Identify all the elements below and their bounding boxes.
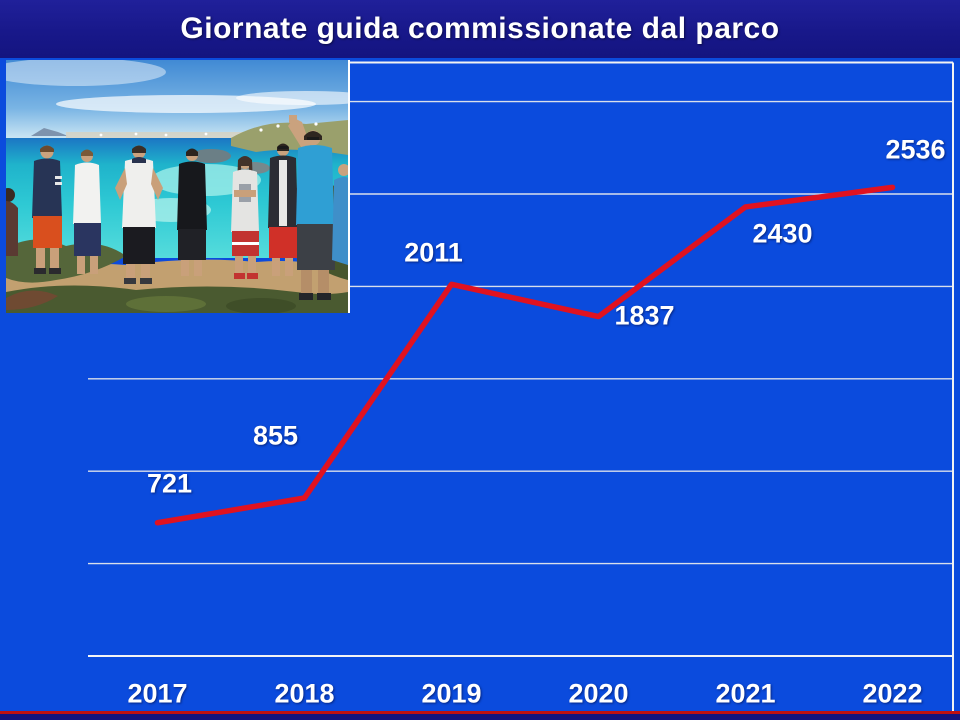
x-axis-label-2022: 2022	[862, 678, 923, 709]
x-axis-label-2021: 2021	[715, 678, 776, 709]
photo-person	[32, 145, 62, 274]
photo-person	[268, 143, 298, 276]
x-axis-label-2017: 2017	[127, 678, 188, 709]
data-label-2021: 2430	[752, 218, 813, 249]
coastal-photo	[6, 60, 350, 313]
data-label-2017: 721	[146, 468, 193, 499]
series-line	[154, 184, 896, 526]
photo-art	[6, 60, 348, 313]
photo-person	[115, 145, 163, 284]
footer-navy-bar	[0, 714, 960, 720]
data-label-2020: 1837	[614, 300, 675, 331]
photo-person	[288, 115, 335, 300]
footer-red-line	[0, 711, 960, 714]
photo-person	[332, 164, 348, 265]
data-label-2019: 2011	[404, 237, 463, 268]
x-axis-label-2018: 2018	[274, 678, 335, 709]
x-axis-label-2020: 2020	[568, 678, 629, 709]
photo-person	[73, 149, 101, 274]
photo-person	[177, 148, 207, 276]
photo-island	[31, 128, 68, 136]
data-label-2022: 2536	[885, 134, 946, 165]
data-label-2018: 855	[252, 420, 299, 451]
page-title: Giornate guida commissionate dal parco	[180, 12, 780, 45]
x-axis-label-2019: 2019	[421, 678, 482, 709]
photo-person	[6, 188, 18, 256]
title-bar: Giornate guida commissionate dal parco	[0, 0, 960, 58]
photo-person	[231, 156, 259, 279]
